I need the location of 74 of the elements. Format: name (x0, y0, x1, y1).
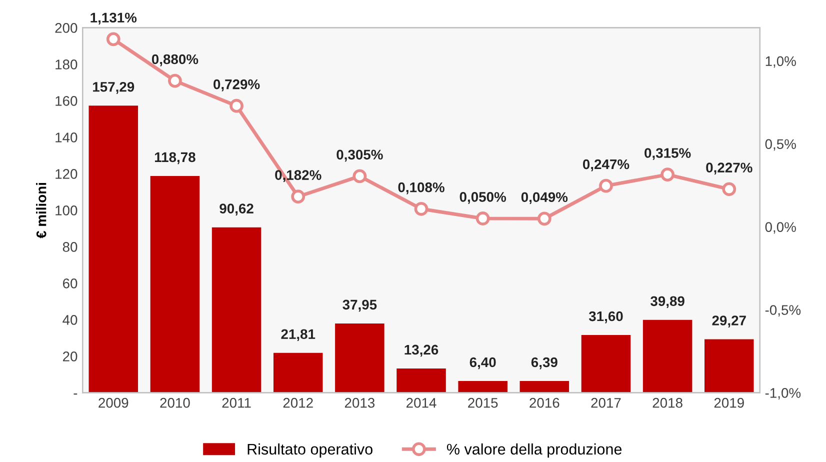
bar (458, 381, 508, 393)
y-tick-label: 200 (55, 23, 78, 33)
data-label: 31,60 (588, 311, 623, 324)
point (230, 98, 244, 113)
y-tick-label: 100 (56, 206, 78, 216)
y-tick-label: 60 (62, 278, 78, 288)
point (106, 32, 120, 46)
data-label: 157,29 (93, 82, 134, 94)
y-tick-label: 20 (62, 352, 78, 362)
data-label: 29,27 (712, 316, 746, 328)
data-label: 0,050% (460, 192, 506, 204)
y2-tick-label: -1,0% (765, 388, 801, 400)
data-label: 39,89 (650, 296, 684, 308)
point (537, 212, 552, 226)
data-label: 0,049% (521, 192, 568, 204)
y2-tick-label: -0,5% (765, 305, 801, 317)
bar (396, 368, 446, 393)
bar (581, 335, 631, 393)
bar (150, 176, 200, 393)
y-tick-label: 120 (56, 169, 78, 179)
data-label: 6,39 (531, 357, 558, 370)
x-tick-label: 2012 (283, 398, 313, 408)
bar (520, 381, 570, 393)
data-label: 13,26 (404, 344, 438, 357)
x-tick-label: 2014 (406, 398, 436, 408)
point (476, 212, 490, 226)
bar (212, 227, 262, 393)
x-tick-label: 2011 (222, 398, 251, 408)
x-tick-label: 2017 (591, 398, 621, 408)
y-tick-label: 160 (56, 96, 78, 106)
x-tick-label: 2018 (652, 398, 682, 408)
legend-label: Risultato operativo (248, 443, 372, 458)
data-label: 21,81 (281, 329, 316, 342)
x-tick-label: 2009 (98, 398, 128, 408)
data-label: 6,40 (470, 357, 496, 370)
y2-tick-label: 0,5% (765, 139, 796, 151)
point (722, 182, 736, 196)
bar (704, 339, 754, 393)
point (168, 74, 182, 88)
bar (88, 106, 138, 393)
bar (273, 352, 323, 393)
x-tick-label: 2016 (530, 398, 560, 408)
data-label: 0,315% (644, 148, 691, 160)
data-label: 0,305% (336, 150, 383, 162)
data-label: 37,95 (342, 300, 377, 312)
bar (335, 323, 384, 393)
x-tick-label: 2010 (160, 398, 190, 408)
x-tick-label: 2019 (714, 398, 744, 408)
x-tick-label: 2015 (468, 398, 498, 408)
data-label: 0,880% (152, 54, 198, 66)
y-axis-title: € milioni (36, 183, 46, 238)
bar (642, 320, 692, 393)
data-label: 90,62 (220, 204, 254, 216)
data-label: 0,729% (214, 79, 260, 92)
y-tick-label: 80 (62, 242, 78, 252)
data-label: 0,227% (706, 162, 752, 175)
point (599, 178, 613, 193)
data-label: 1,131% (90, 12, 137, 25)
point (352, 169, 367, 184)
y2-tick-label: 0,0% (765, 222, 796, 234)
y2-tick-label: 1,0% (766, 56, 796, 68)
data-label: 0,108% (398, 182, 444, 194)
x-tick-label: 2013 (344, 398, 375, 408)
y-tick-label: 40 (62, 315, 78, 325)
data-label: 0,247% (582, 159, 630, 172)
data-label: 0,182% (275, 170, 322, 182)
point (660, 168, 675, 182)
y-tick-label: 140 (56, 132, 78, 142)
y-tick-label: - (74, 394, 78, 395)
y-tick-label: 180 (56, 60, 78, 70)
data-label: 118,78 (154, 152, 196, 164)
point (291, 190, 306, 204)
point (414, 202, 428, 216)
legend-label: % valore della produzione (446, 443, 622, 458)
